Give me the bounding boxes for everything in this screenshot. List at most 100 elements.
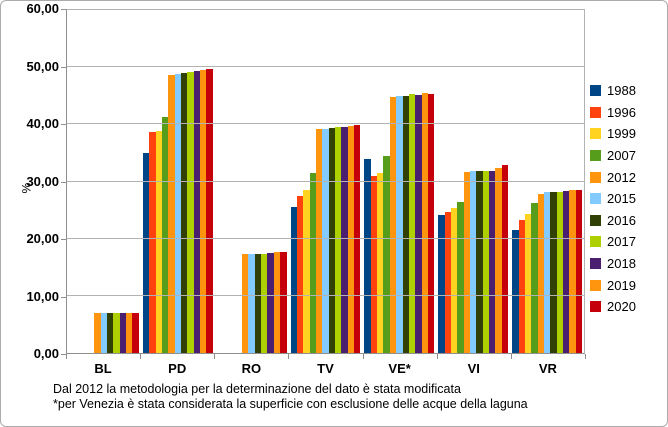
bar-2017 (113, 312, 120, 353)
bar-2017 (187, 72, 194, 353)
x-category-label: PD (168, 361, 187, 376)
bar-2012 (315, 128, 323, 353)
bar-groups (67, 10, 584, 353)
x-category-label: VI (467, 361, 480, 376)
bar-2020 (354, 125, 361, 353)
bar-1999 (155, 130, 162, 353)
legend-swatch (590, 236, 601, 248)
bar-2015 (543, 192, 551, 353)
x-category-label: VR (538, 361, 557, 376)
bar-2016 (254, 253, 262, 353)
gridline (67, 237, 584, 239)
bar-2016 (328, 128, 335, 353)
legend-label: 1999 (607, 126, 636, 142)
bar-2007 (309, 172, 316, 353)
bar-group-tv (289, 10, 363, 353)
legend-item-2018: 2018 (590, 253, 636, 275)
bar-2017 (556, 191, 563, 353)
x-tick-mark (510, 354, 512, 359)
legend-label: 2016 (607, 212, 636, 228)
bar-1988 (512, 230, 519, 353)
bar-2017 (482, 170, 490, 353)
bar-2016 (476, 170, 483, 353)
legend-label: 2018 (607, 256, 636, 272)
bar-2016 (402, 95, 409, 353)
bar-1988 (438, 214, 445, 353)
x-tick-mark (214, 354, 216, 359)
y-tick-mark (61, 124, 66, 125)
legend-item-2020: 2020 (590, 296, 636, 318)
y-tick-label: 60,00 (26, 1, 59, 16)
gridline (67, 180, 584, 182)
bar-2007 (457, 201, 464, 353)
bar-1996 (296, 195, 304, 353)
bar-2015 (396, 95, 403, 353)
x-category-label: RO (241, 361, 262, 376)
footnote-line-1: Dal 2012 la metodologia per la determina… (53, 382, 461, 396)
bar-1996 (518, 219, 525, 353)
legend-swatch (590, 106, 601, 118)
bar-1999 (303, 190, 310, 353)
bar-2012 (168, 74, 175, 353)
y-tick-label: 30,00 (26, 173, 59, 189)
y-tick-label: 20,00 (26, 231, 59, 246)
bar-2018 (119, 312, 127, 353)
y-tick-label: 10,00 (26, 288, 59, 304)
y-tick-label: 50,00 (26, 58, 59, 74)
legend-swatch (590, 128, 601, 140)
legend-label: 2012 (607, 169, 636, 185)
bar-group-ro (215, 10, 289, 353)
bar-2012 (463, 172, 471, 353)
y-tick-mark (61, 66, 66, 68)
bar-1999 (524, 214, 532, 353)
legend-label: 1988 (607, 83, 636, 99)
bar-2015 (100, 312, 108, 353)
bar-2012 (537, 193, 544, 353)
bar-2017 (261, 253, 268, 353)
x-category-label: TV (317, 361, 334, 376)
legend: 1988 1996 1999 2007 2012 2015 2016 2017 2018 2019… (590, 80, 636, 318)
legend-label: 2017 (607, 234, 636, 250)
y-tick-label: 40,00 (26, 116, 59, 131)
x-tick-mark (585, 354, 586, 359)
bar-2020 (427, 94, 435, 353)
bar-2019 (199, 70, 207, 353)
legend-label: 2007 (607, 148, 636, 164)
x-category-label: VE* (388, 361, 411, 376)
legend-label: 2019 (607, 277, 636, 293)
legend-item-2016: 2016 (590, 210, 636, 232)
bar-2018 (562, 190, 570, 353)
gridline (67, 66, 584, 68)
bar-2020 (132, 312, 139, 353)
bar-group-pd (141, 10, 215, 353)
x-tick-mark (288, 354, 290, 359)
legend-label: 1996 (607, 104, 636, 120)
legend-label: 2015 (607, 191, 636, 207)
bar-2016 (550, 192, 557, 353)
bar-1999 (450, 207, 458, 353)
gridline (67, 123, 584, 125)
legend-swatch (590, 301, 601, 313)
legend-item-1988: 1988 (590, 80, 636, 102)
bar-2020 (206, 69, 213, 353)
bar-2017 (334, 127, 342, 353)
bar-2015 (174, 74, 181, 353)
x-axis-labels: BL PD RO TV VE* VI VR (66, 361, 585, 376)
bar-2015 (322, 129, 329, 353)
legend-item-1999: 1999 (590, 123, 636, 145)
legend-swatch (590, 214, 601, 226)
legend-swatch (590, 258, 601, 270)
bar-2007 (161, 116, 169, 353)
bar-group-bl (67, 10, 141, 353)
bar-group-vr (510, 10, 584, 353)
bar-2012 (389, 96, 397, 353)
bar-2007 (383, 156, 390, 353)
bar-2007 (531, 203, 538, 353)
bar-1996 (444, 211, 451, 353)
legend-item-2017: 2017 (590, 231, 636, 253)
legend-swatch (590, 150, 601, 162)
y-tick-mark (61, 9, 66, 10)
legend-swatch (590, 279, 601, 291)
footnotes: Dal 2012 la metodologia per la determina… (53, 382, 528, 411)
bar-2012 (242, 254, 249, 353)
